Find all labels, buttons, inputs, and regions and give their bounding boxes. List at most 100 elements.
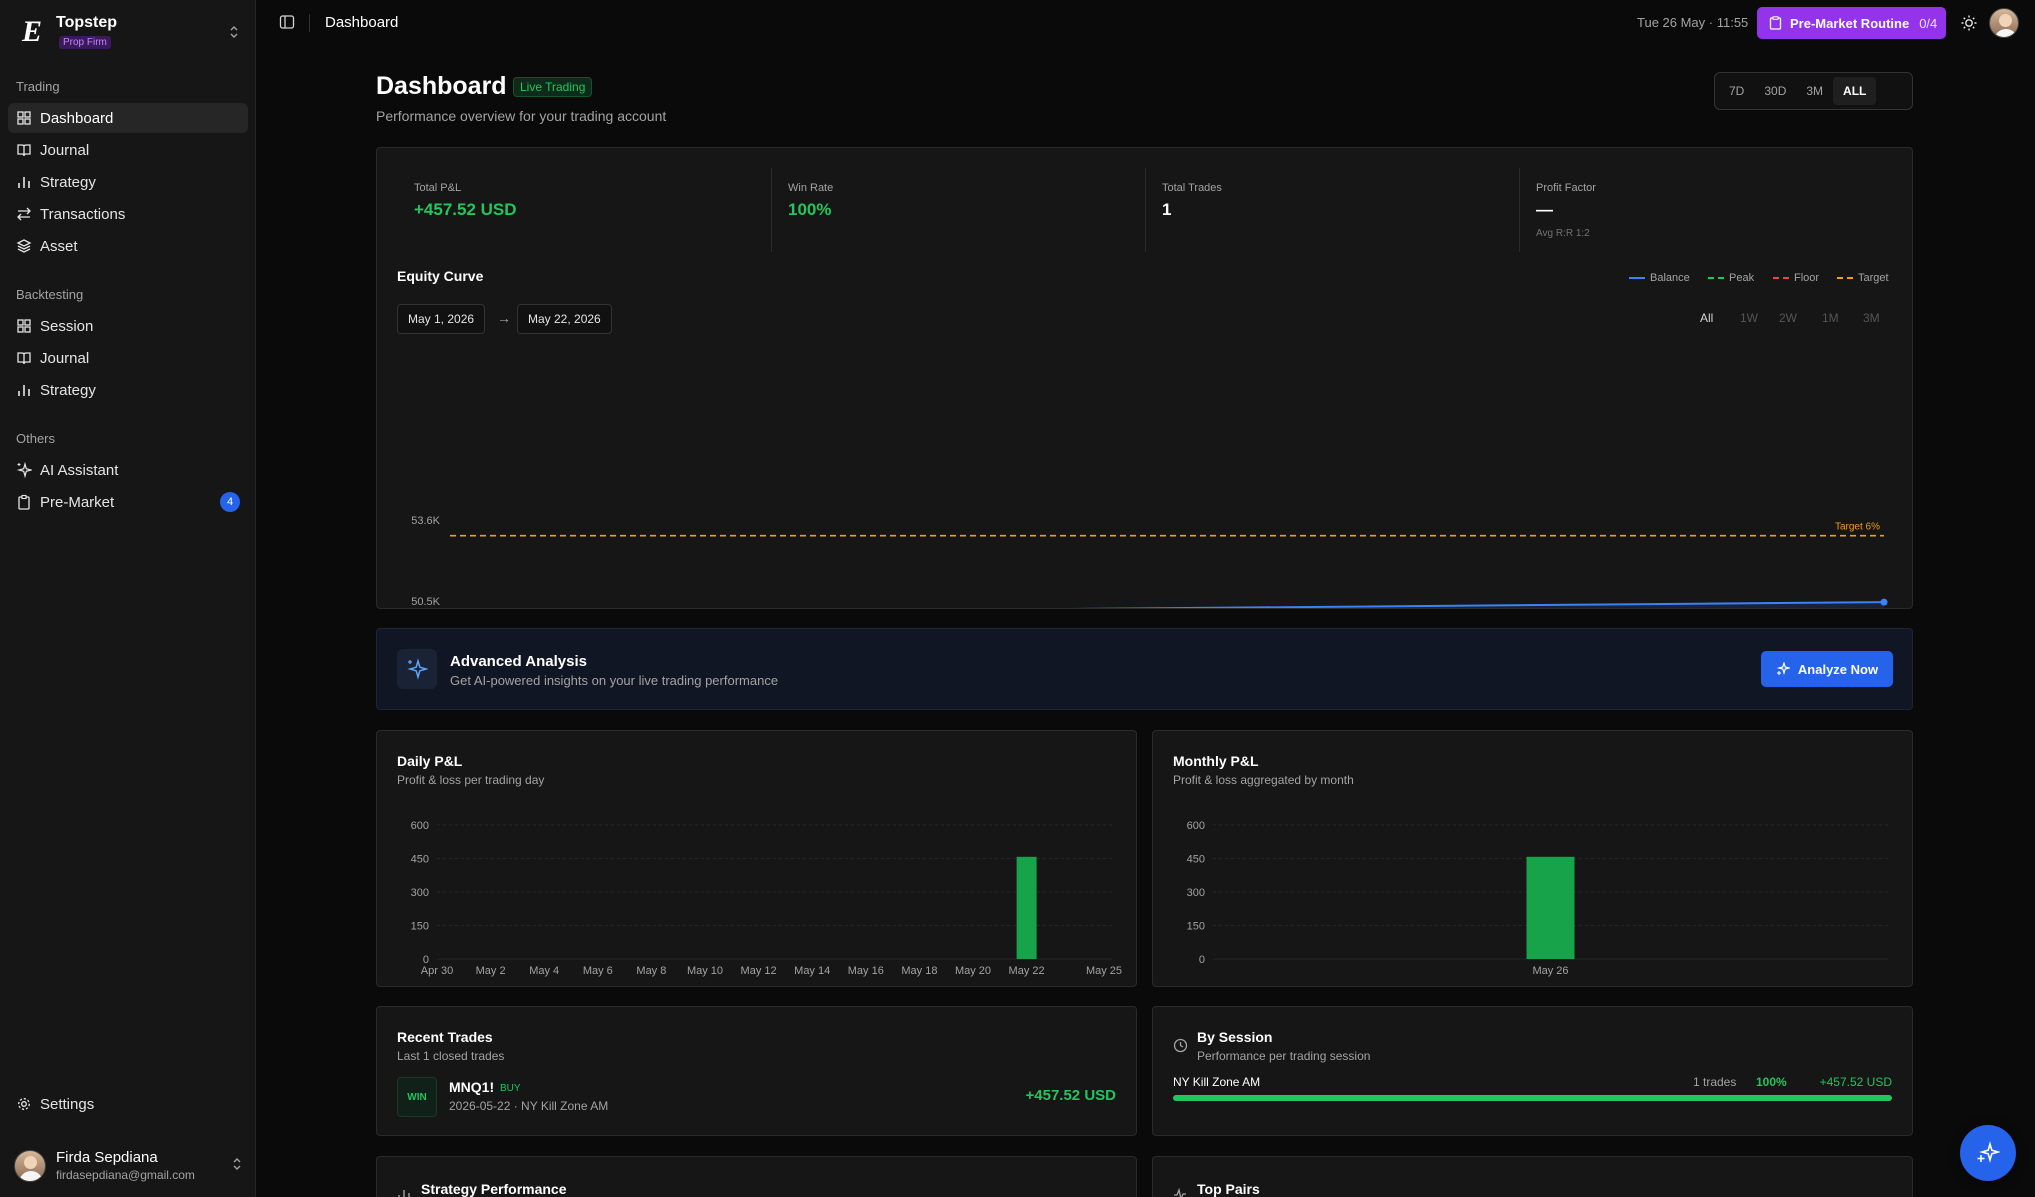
sidebar-item-ai-assistant[interactable]: AI Assistant (8, 455, 248, 485)
legend-balance: Balance (1629, 272, 1690, 284)
sidebar-item-backtest-journal[interactable]: Journal (8, 343, 248, 373)
breadcrumb: Dashboard (325, 14, 399, 31)
session-pnl: +457.52 USD (1819, 1075, 1892, 1089)
activity-icon (1173, 1187, 1187, 1197)
y-tick-label: 300 (1187, 887, 1205, 899)
y-tick-label: 450 (1187, 854, 1205, 866)
sidebar-item-label: AI Assistant (40, 461, 119, 479)
y-tick-label: 53.6K (411, 515, 440, 527)
pre-market-count: 0/4 (1919, 15, 1938, 31)
x-tick-label: May 12 (741, 965, 777, 977)
card-subtitle: Profit & loss aggregated by month (1173, 773, 1354, 787)
clipboard-icon (16, 494, 32, 510)
stat-total-pnl: Total P&L +457.52 USD (414, 148, 754, 248)
analysis-subtitle: Get AI-powered insights on your live tra… (450, 673, 779, 688)
pre-market-count-badge: 4 (220, 492, 240, 512)
x-tick-label: May 4 (529, 965, 559, 977)
chevron-updown-icon[interactable] (226, 25, 242, 39)
equity-range-1w[interactable]: 1W (1740, 311, 1758, 325)
sun-icon[interactable] (1960, 14, 1978, 32)
analyze-now-button[interactable]: Analyze Now (1761, 651, 1893, 687)
trade-pnl: +457.52 USD (1025, 1087, 1116, 1104)
sidebar-item-strategy[interactable]: Strategy (8, 167, 248, 197)
sidebar-item-label: Settings (40, 1095, 95, 1113)
range-3m-button[interactable]: 3M (1806, 84, 1824, 98)
legend-label: Peak (1729, 272, 1755, 284)
equity-range-2w[interactable]: 2W (1779, 311, 1797, 325)
stat-label: Win Rate (788, 182, 834, 194)
session-trades: 1 trades (1693, 1075, 1737, 1089)
top-header: Dashboard Tue 26 May · 11:55 Pre-Market … (257, 0, 2035, 46)
chevron-updown-icon[interactable] (232, 1157, 242, 1176)
time-range-selector: 7D 30D 3M ALL (1714, 72, 1913, 110)
sidebar-toggle-icon[interactable] (279, 14, 295, 30)
sidebar-item-dashboard[interactable]: Dashboard (8, 103, 248, 133)
date-range-arrow: → (497, 310, 511, 326)
book-icon (16, 350, 32, 366)
y-tick-label: 0 (1199, 954, 1205, 966)
stat-win-rate: Win Rate 100% (788, 148, 1128, 248)
sidebar-item-label: Strategy (40, 173, 96, 191)
section-label-others: Others (16, 431, 56, 446)
card-title: By Session (1197, 1029, 1273, 1045)
sidebar-item-journal[interactable]: Journal (8, 135, 248, 165)
analyze-now-label: Analyze Now (1797, 661, 1879, 677)
equity-range-3m[interactable]: 3M (1863, 311, 1880, 325)
stat-profit-factor: Profit Factor — Avg R:R 1:2 (1536, 148, 1876, 248)
x-tick-label: May 26 (1532, 965, 1568, 977)
trade-symbol: MNQ1! (449, 1079, 495, 1095)
sidebar-item-transactions[interactable]: Transactions (8, 199, 248, 229)
clock-icon (1173, 1038, 1188, 1058)
page-subtitle: Performance overview for your trading ac… (376, 108, 667, 124)
legend-label: Target (1858, 272, 1889, 284)
card-subtitle: Performance per trading session (1197, 1049, 1371, 1063)
status-badge: Live Trading (513, 77, 593, 97)
sidebar-item-asset[interactable]: Asset (8, 231, 248, 261)
date-from-input[interactable]: May 1, 2026 (397, 304, 486, 334)
bar (1526, 856, 1575, 959)
analysis-title: Advanced Analysis (450, 653, 587, 670)
range-30d-button[interactable]: 30D (1764, 84, 1787, 98)
bar-chart-icon (397, 1187, 411, 1197)
x-tick-label: May 6 (583, 965, 613, 977)
user-menu[interactable]: Firda Sepdiana firdasepdiana@gmail.com (14, 1146, 242, 1186)
pre-market-routine-button[interactable]: Pre-Market Routine 0/4 (1757, 7, 1946, 39)
stat-value: 1 (1162, 200, 1172, 219)
range-7d-button[interactable]: 7D (1729, 84, 1745, 98)
pre-market-label: Pre-Market Routine (1790, 15, 1910, 31)
card-title: Top Pairs (1197, 1181, 1260, 1197)
equity-range-1m[interactable]: 1M (1822, 311, 1839, 325)
top-pairs-card: Top Pairs (1152, 1156, 1913, 1197)
recent-trades-card: Recent Trades Last 1 closed trades WIN M… (376, 1006, 1137, 1136)
sidebar-item-label: Pre-Market (40, 493, 115, 511)
y-tick-label: 600 (1187, 820, 1205, 832)
sparkles-icon (1776, 662, 1790, 676)
sidebar-item-session[interactable]: Session (8, 311, 248, 341)
equity-range-all[interactable]: All (1700, 311, 1714, 325)
advanced-analysis-card: Advanced Analysis Get AI-powered insight… (376, 628, 1913, 710)
sidebar-item-backtest-strategy[interactable]: Strategy (8, 375, 248, 405)
legend-label: Floor (1794, 272, 1820, 284)
legend-floor: Floor (1773, 272, 1819, 284)
stat-label: Total Trades (1162, 182, 1222, 194)
grid-icon (16, 318, 32, 334)
sidebar-item-label: Journal (40, 141, 90, 159)
section-label-backtesting: Backtesting (16, 287, 84, 302)
ai-assistant-fab[interactable] (1960, 1125, 2016, 1181)
y-tick-label: 150 (1187, 921, 1205, 933)
date-to-input[interactable]: May 22, 2026 (517, 304, 612, 334)
brand-switcher[interactable]: E Topstep Prop Firm (14, 14, 242, 50)
range-all-button[interactable]: ALL (1833, 77, 1877, 105)
divider (1145, 168, 1146, 252)
sidebar-item-settings[interactable]: Settings (8, 1089, 248, 1119)
page-title: Dashboard (376, 72, 507, 100)
x-tick-label: May 14 (794, 965, 830, 977)
strategy-performance-card: Strategy Performance (376, 1156, 1137, 1197)
sparkles-icon (16, 462, 32, 478)
card-subtitle: Last 1 closed trades (397, 1049, 505, 1063)
sidebar-item-pre-market[interactable]: Pre-Market 4 (8, 487, 248, 517)
x-tick-label: Apr 30 (421, 965, 453, 977)
avatar[interactable] (1989, 8, 2019, 38)
